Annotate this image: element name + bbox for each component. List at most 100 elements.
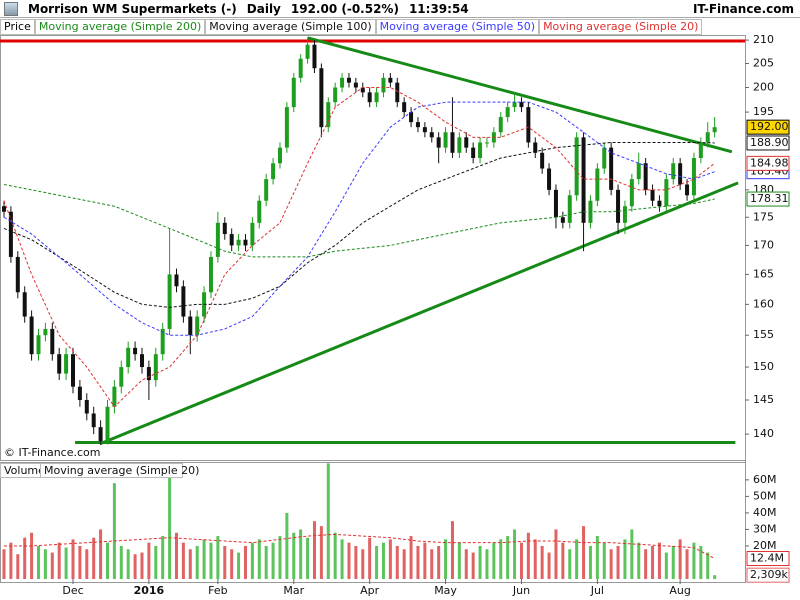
candle-body [360,87,365,93]
volume-bar [595,536,599,579]
candle-body [43,328,48,336]
candle-body [540,152,545,169]
moving-average [4,533,715,559]
candle-body [167,274,172,329]
volume-bar [637,542,641,579]
candle-body [374,92,379,103]
volume-bar [609,549,613,579]
volume-bar [271,542,275,579]
legend-box [40,463,183,478]
title: Morrison WM Supermarkets (-) [28,1,237,16]
volume-bar [140,552,144,579]
candle-body [271,163,276,180]
legend-item: Moving average (Simple 20) [539,19,703,35]
candle-body [126,347,131,368]
value-label-box [746,551,790,567]
value-label-box [746,567,790,583]
candle-body [526,107,531,143]
trend-line [99,181,739,446]
candle-body [471,147,476,159]
volume-bar [257,539,261,579]
candle-body [222,222,227,235]
candle-body [443,132,448,148]
x-tick-label: May [434,584,457,597]
volume-bar [188,549,192,579]
volume-bar [333,532,337,579]
volume-bar [485,549,489,579]
y-tick-label: 60M [753,473,777,486]
candle-body [388,77,393,83]
volume-bar [444,539,448,579]
volume-bar [402,549,406,579]
value-label: 188.90 [750,136,789,149]
volume-bar [519,542,523,579]
candle-body [284,107,289,148]
y-tick-label: 140 [753,427,774,440]
volume-bar [71,539,75,579]
candle-body [29,316,34,355]
candle-body [77,386,82,401]
candle-body [636,163,641,180]
candle-body [312,44,317,69]
candle-body [657,200,662,207]
value-label-box [746,155,790,171]
candle-body [602,147,607,169]
volume-bar [644,549,648,579]
candle-body [70,354,75,387]
candle-body [264,179,269,201]
candle-body [139,354,144,368]
volume-bar [526,532,530,579]
candle-body [567,195,572,223]
candle-body [678,163,683,185]
volume-bar [547,552,551,579]
volume-bar [299,529,303,579]
candle-body [685,184,690,196]
candle-body [650,189,655,201]
volume-bar [133,554,137,579]
trend-line [307,36,733,154]
volume-bar [174,532,178,579]
candle-body [346,77,351,83]
moving-average [3,86,715,408]
candle-body [305,44,310,59]
volume-bar [30,532,34,579]
candle-body [478,142,483,159]
header: Morrison WM Supermarkets (-) Daily 192.0… [0,0,800,18]
volume-bar [237,552,241,579]
candle-body [464,137,469,148]
volume-bar [457,542,461,579]
value-label: 2,309k [750,568,788,581]
candle-body [353,82,358,88]
volume-bar [147,542,151,579]
volume-bar [312,521,316,579]
candle-body [643,163,648,190]
y-tick-label: 210 [753,33,774,46]
volume-bar [92,537,96,579]
legend: Price Moving average (Simple 200) Moving … [0,19,703,35]
volume-bar [181,542,185,579]
volume-bar [513,529,517,579]
x-tick-label: 2016 [134,584,165,597]
volume-bar [671,545,675,579]
volume-bar [306,537,310,579]
volume-bar [437,545,441,579]
volume-bar [168,474,172,579]
candle-body [367,92,372,103]
value-label: 178.31 [750,192,789,205]
candle-body [98,427,103,442]
period: Daily [246,1,281,16]
brand: IT-Finance.com [692,1,794,16]
y-tick-label: 150 [753,360,774,373]
candle-body [36,335,41,355]
volume-bar [250,542,254,579]
candle-body [208,256,213,293]
candle-body [243,239,248,246]
volume-bar [713,575,717,579]
candle-body [50,328,55,355]
volume-bar [50,552,54,579]
y-tick-label: 155 [753,328,774,341]
volume-bar [499,539,503,579]
volume-bar [388,539,392,579]
legend-item: Moving average (Simple 200) [34,19,206,35]
